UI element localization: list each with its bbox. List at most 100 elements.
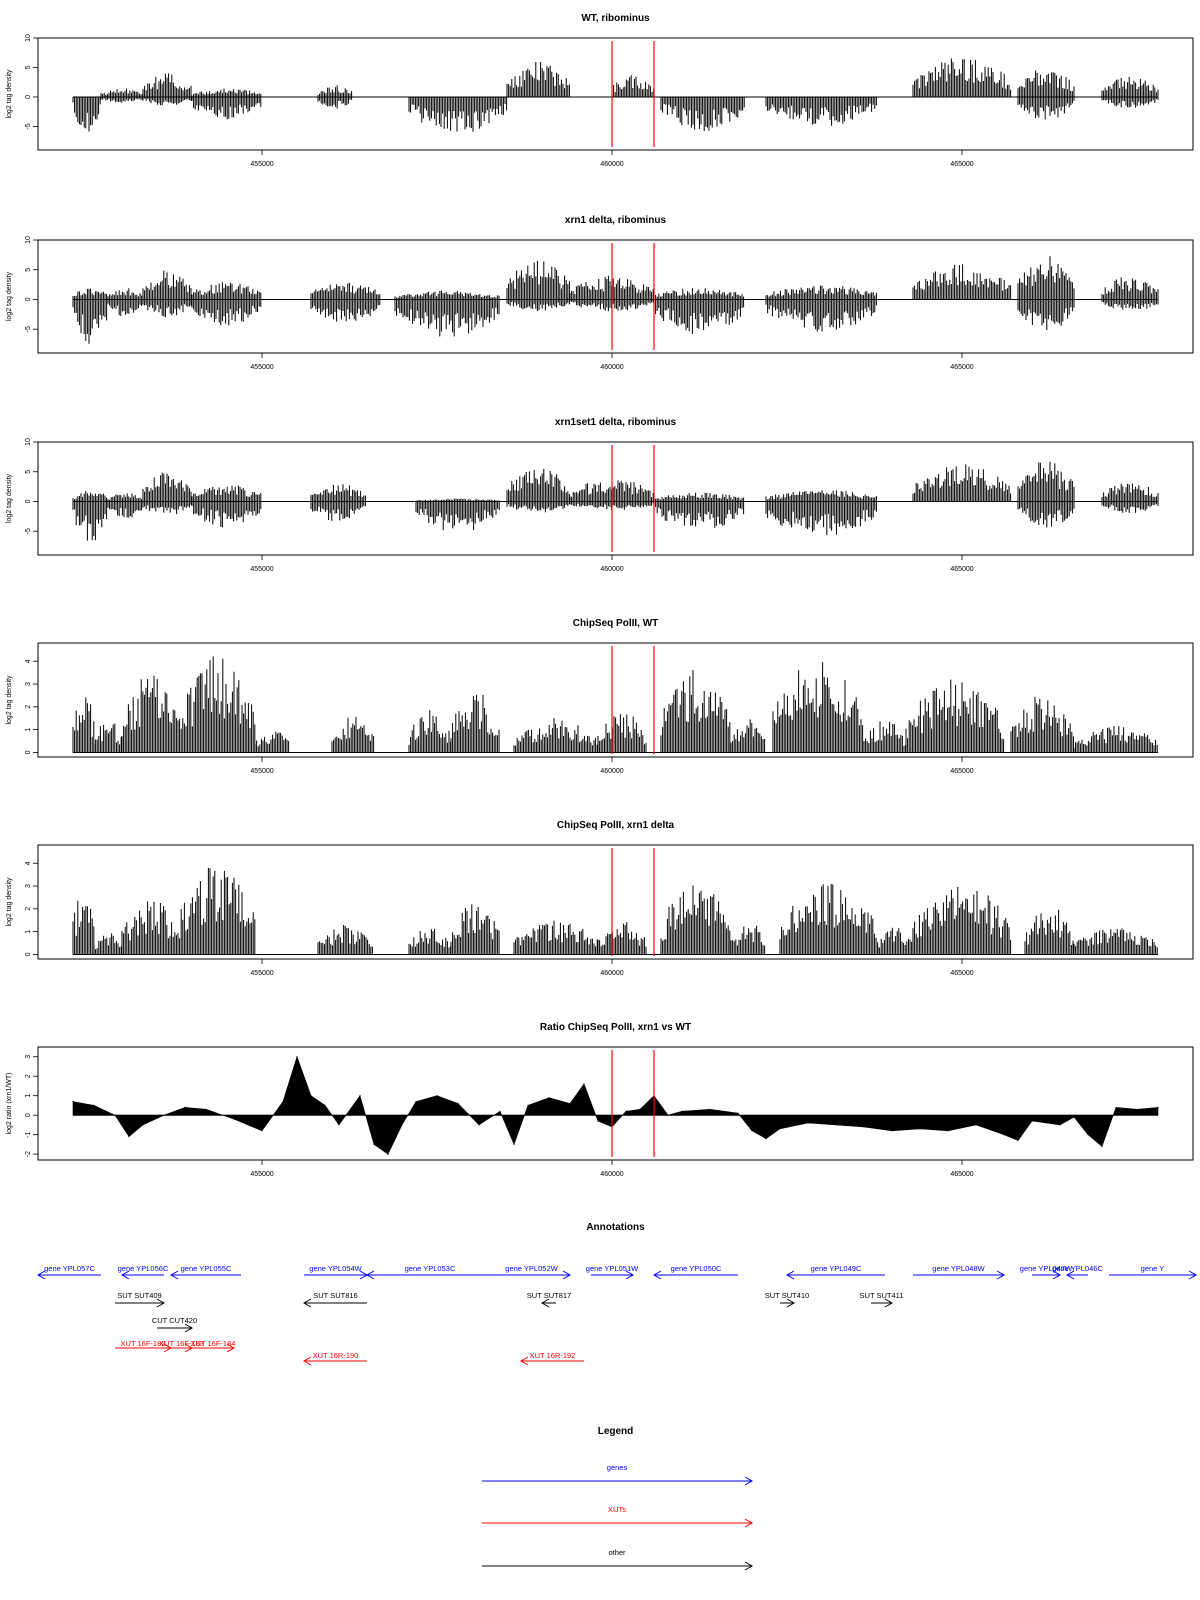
y-tick-label: 1 [25, 1094, 32, 1098]
data-region [653, 492, 745, 528]
arrow-head [120, 1270, 130, 1280]
arrow-head [884, 1298, 894, 1308]
data-region [772, 662, 864, 753]
data-region [317, 925, 373, 955]
arrow-head [1188, 1270, 1198, 1280]
arrow-head [156, 1298, 166, 1308]
data-region [331, 716, 375, 753]
data-region [877, 927, 913, 955]
data-region [72, 96, 101, 132]
feature-arrow [192, 1343, 236, 1353]
feature-label: SUT SUT817 [527, 1291, 571, 1300]
data-region [1101, 483, 1159, 513]
data-region [142, 472, 192, 515]
ratio-point [1031, 1120, 1033, 1122]
data-region [1010, 696, 1074, 753]
data-region [177, 867, 256, 955]
feature-arrow [493, 1270, 572, 1280]
ratio-point [751, 1130, 753, 1132]
ratio-point [527, 1104, 529, 1106]
ratio-point [282, 1101, 284, 1103]
data-group [72, 1055, 1159, 1155]
ratio-point [1017, 1139, 1019, 1142]
data-region [394, 290, 500, 337]
arrow-head [184, 1323, 194, 1333]
y-tick-label: 2 [25, 1074, 32, 1078]
ratio-point [457, 1102, 459, 1105]
ratio-point [737, 1112, 739, 1114]
feature-label: gene YPL052W [505, 1264, 558, 1273]
data-region [72, 697, 95, 753]
feature-arrow [780, 1298, 796, 1308]
y-tick-label: 3 [25, 1055, 32, 1059]
ratio-point [709, 1108, 711, 1110]
ratio-point [919, 1128, 921, 1130]
y-tick-label: 10 [25, 438, 32, 446]
data-region [506, 62, 570, 97]
plot-frame [37, 441, 1194, 556]
y-tick-label: 1 [25, 728, 32, 732]
data-region [1073, 726, 1158, 753]
arrow-head [226, 1343, 236, 1353]
data-group [72, 58, 1159, 132]
data-region [660, 96, 745, 131]
y-axis-label: log2 tag density [6, 473, 13, 523]
ratio-point [891, 1130, 893, 1132]
data-region [107, 288, 143, 316]
feature-label: gene YPL056C [118, 1264, 169, 1273]
arrow-head [36, 1270, 46, 1280]
data-region [506, 260, 570, 312]
x-tick-label: 455000 [250, 364, 273, 371]
panel-title: xrn1set1 delta, ribominus [555, 417, 677, 428]
plot-frame [37, 239, 1194, 354]
arrow-head [625, 1270, 635, 1280]
feature-arrow [1032, 1270, 1062, 1280]
y-tick-label: 0 [25, 750, 32, 754]
feature-label: gene YPL047W [1020, 1264, 1073, 1273]
y-axis-label: log2 tag density [6, 675, 13, 725]
ratio-point [625, 1110, 627, 1112]
feature-label: gene YPL048W [932, 1264, 985, 1273]
feature-label: SUT SUT409 [117, 1291, 161, 1300]
y-axis-label: log2 tag density [6, 271, 13, 321]
legend-label: XUTs [608, 1505, 626, 1514]
x-tick-label: 465000 [950, 1171, 973, 1178]
ratio-point [1136, 1108, 1138, 1110]
feature-arrow [157, 1323, 194, 1333]
feature-label: gene YPL055C [181, 1264, 232, 1273]
ratio-point [1101, 1145, 1103, 1147]
legend-title: Legend [598, 1426, 634, 1437]
ratio-point [142, 1124, 144, 1126]
x-tick-label: 465000 [950, 161, 973, 168]
ratio-point [436, 1095, 438, 1097]
feature-arrow [540, 1298, 556, 1308]
y-tick-label: 2 [25, 907, 32, 911]
data-region [912, 58, 1012, 97]
panel-title: WT, ribominus [581, 13, 650, 24]
ratio-point [128, 1136, 130, 1138]
data-group [72, 256, 1159, 344]
x-tick-label: 460000 [600, 364, 623, 371]
data-region [765, 490, 877, 536]
y-tick-label: -1 [25, 1131, 32, 1137]
data-region [1017, 256, 1075, 331]
data-region [1101, 77, 1159, 108]
ratio-point [1157, 1106, 1159, 1108]
arrow-head [1065, 1270, 1075, 1280]
feature-label: SUT SUT816 [313, 1291, 357, 1300]
data-region [660, 885, 731, 955]
x-tick-label: 460000 [600, 768, 623, 775]
legend-arrow [482, 1561, 754, 1571]
x-tick-label: 455000 [250, 161, 273, 168]
data-region [1101, 277, 1159, 310]
y-tick-label: 0 [25, 499, 32, 503]
data-region [450, 694, 500, 753]
data-region [611, 75, 655, 97]
y-tick-label: -5 [25, 326, 32, 332]
ratio-point [1003, 1134, 1005, 1136]
plot-frame [37, 1046, 1194, 1161]
ratio-point [310, 1095, 312, 1097]
y-tick-label: 5 [25, 65, 32, 69]
ratio-point [373, 1143, 375, 1145]
feature-label: gene YPL051W [586, 1264, 639, 1273]
